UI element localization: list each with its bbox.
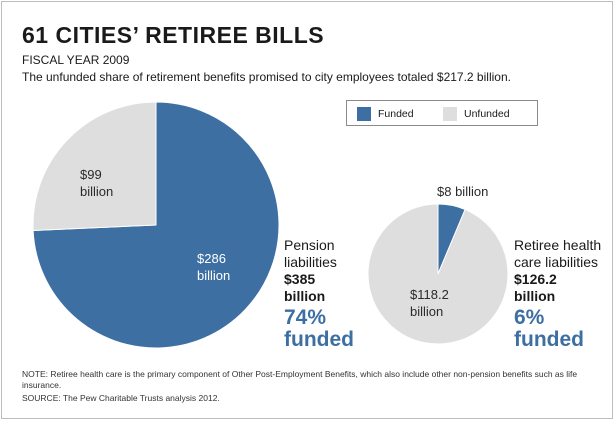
health-total-unit: billion	[514, 288, 556, 304]
legend-swatch-funded	[357, 107, 371, 121]
pension-funded-unit: billion	[197, 268, 231, 283]
health-name-line1: Retiree health	[514, 237, 602, 253]
pension-name-line1: Pension	[284, 237, 335, 253]
legend-item-funded: Funded	[357, 107, 414, 121]
health-unfunded-unit: billion	[410, 304, 444, 319]
pension-summary: Pension liabilities $385 billion 74% fun…	[284, 237, 354, 351]
chart-description: The unfunded share of retirement benefit…	[22, 70, 511, 84]
pension-total-unit: billion	[284, 288, 326, 304]
pie-pension	[32, 101, 280, 349]
pension-slice-unfunded	[32, 101, 157, 232]
pension-unfunded-label: $99 billion	[80, 166, 113, 200]
chart-subtitle: FISCAL YEAR 2009	[22, 53, 130, 67]
legend-item-unfunded: Unfunded	[443, 107, 510, 121]
pension-unfunded-unit: billion	[80, 184, 114, 199]
legend: Funded Unfunded	[346, 100, 538, 126]
health-total-value: $126.2	[514, 271, 557, 287]
health-summary: Retiree health care liabilities $126.2 b…	[514, 237, 601, 351]
health-unfunded-label: $118.2 billion	[410, 286, 449, 320]
pension-pct-value: 74%	[284, 306, 327, 329]
pension-total-value: $385	[284, 271, 316, 287]
health-pct-label: funded	[514, 328, 584, 351]
legend-swatch-unfunded	[443, 107, 457, 121]
chart-title: 61 CITIES’ RETIREE BILLS	[22, 22, 325, 48]
health-name-line2: care liabilities	[514, 254, 599, 270]
pension-name-line2: liabilities	[284, 254, 337, 270]
health-pct-value: 6%	[514, 306, 545, 329]
health-unfunded-value: $118.2	[410, 287, 449, 302]
source-line: SOURCE: The Pew Charitable Trusts analys…	[22, 393, 220, 403]
legend-label-unfunded: Unfunded	[464, 108, 510, 120]
pension-pct-label: funded	[284, 328, 354, 351]
pension-funded-label: $286 billion	[197, 250, 230, 284]
pension-funded-value: $286	[197, 251, 226, 266]
footnote: NOTE: Retiree health care is the primary…	[22, 369, 578, 390]
health-slice-unfunded	[367, 203, 509, 345]
pension-unfunded-value: $99	[80, 167, 102, 182]
health-funded-label: $8 billion	[437, 184, 489, 199]
pie-health	[367, 203, 509, 345]
legend-label-funded: Funded	[378, 108, 414, 120]
